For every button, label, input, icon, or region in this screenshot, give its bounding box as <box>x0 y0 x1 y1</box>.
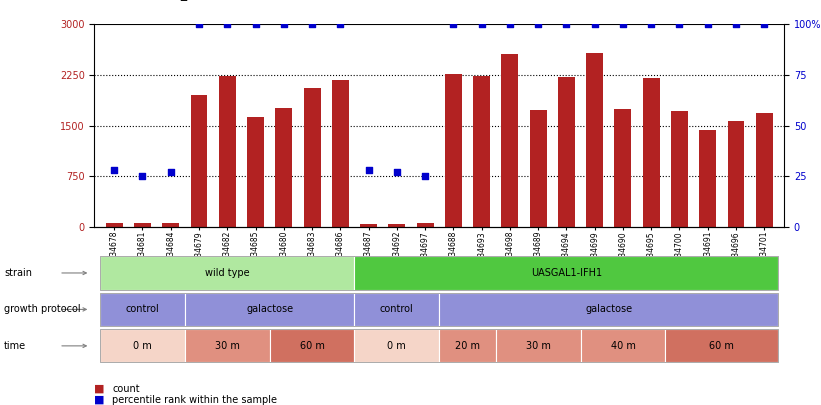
Point <box>108 167 121 173</box>
Point <box>644 21 658 28</box>
Bar <box>106 223 122 227</box>
Point <box>617 21 630 28</box>
Text: percentile rank within the sample: percentile rank within the sample <box>112 395 277 405</box>
Text: 20 m: 20 m <box>455 341 480 351</box>
Point <box>701 21 714 28</box>
Point <box>334 21 347 28</box>
Text: 0 m: 0 m <box>133 341 152 351</box>
Text: strain: strain <box>4 268 32 278</box>
Bar <box>360 224 377 227</box>
Point <box>305 21 319 28</box>
Text: galactose: galactose <box>585 305 632 314</box>
Point <box>673 21 686 28</box>
Bar <box>134 223 151 227</box>
Bar <box>756 113 773 227</box>
Point <box>588 21 601 28</box>
Text: 60 m: 60 m <box>300 341 324 351</box>
Point <box>164 169 177 175</box>
Bar <box>502 54 518 227</box>
Text: time: time <box>4 341 26 351</box>
Point <box>475 21 488 28</box>
Bar <box>190 95 208 227</box>
Text: galactose: galactose <box>246 305 293 314</box>
Point <box>531 21 544 28</box>
Point <box>192 21 205 28</box>
Bar <box>304 88 320 227</box>
Bar <box>586 53 603 227</box>
Bar <box>699 130 716 227</box>
Text: control: control <box>380 305 414 314</box>
Text: UASGAL1-IFH1: UASGAL1-IFH1 <box>531 268 602 278</box>
Text: wild type: wild type <box>205 268 250 278</box>
Point <box>221 21 234 28</box>
Point <box>503 21 516 28</box>
Text: ■: ■ <box>94 395 105 405</box>
Bar <box>643 78 660 227</box>
Point <box>758 21 771 28</box>
Point <box>249 21 262 28</box>
Text: 60 m: 60 m <box>709 341 734 351</box>
Point <box>447 21 460 28</box>
Point <box>729 21 742 28</box>
Bar <box>388 224 406 227</box>
Bar <box>416 224 433 227</box>
Point <box>136 173 149 179</box>
Point <box>362 167 375 173</box>
Bar <box>558 77 575 227</box>
Text: 0 m: 0 m <box>388 341 406 351</box>
Point <box>277 21 291 28</box>
Bar <box>218 76 236 227</box>
Bar <box>247 117 264 227</box>
Point <box>560 21 573 28</box>
Text: 30 m: 30 m <box>215 341 240 351</box>
Bar <box>163 223 179 227</box>
Text: growth protocol: growth protocol <box>4 305 80 314</box>
Bar <box>727 121 745 227</box>
Text: 40 m: 40 m <box>611 341 635 351</box>
Point <box>419 173 432 179</box>
Text: 30 m: 30 m <box>525 341 551 351</box>
Text: control: control <box>126 305 159 314</box>
Bar <box>671 111 688 227</box>
Bar <box>473 76 490 227</box>
Bar <box>332 80 349 227</box>
Bar <box>614 109 631 227</box>
Bar <box>275 108 292 227</box>
Point <box>390 169 403 175</box>
Bar <box>530 110 547 227</box>
Bar <box>445 74 462 227</box>
Text: ■: ■ <box>94 384 105 394</box>
Text: count: count <box>112 384 140 394</box>
